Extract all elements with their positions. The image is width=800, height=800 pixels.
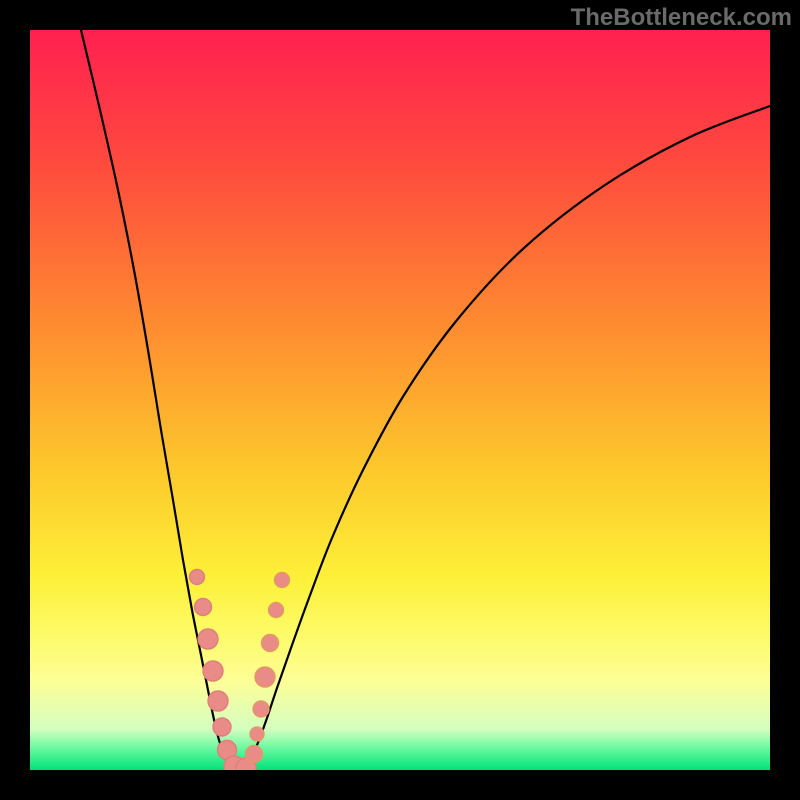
marker-right [253, 701, 269, 717]
marker-left [203, 661, 223, 681]
marker-left [190, 570, 205, 585]
marker-left [195, 599, 212, 616]
marker-left [208, 691, 228, 711]
marker-right [269, 603, 284, 618]
plot-area [30, 30, 770, 770]
marker-left [213, 718, 231, 736]
marker-right [262, 635, 279, 652]
marker-left [198, 629, 218, 649]
marker-right [250, 727, 264, 741]
marker-right [246, 746, 263, 763]
chart-frame: TheBottleneck.com [0, 0, 800, 800]
marker-right [255, 667, 275, 687]
chart-svg [30, 30, 770, 770]
watermark-text: TheBottleneck.com [571, 4, 792, 32]
marker-right [275, 573, 290, 588]
